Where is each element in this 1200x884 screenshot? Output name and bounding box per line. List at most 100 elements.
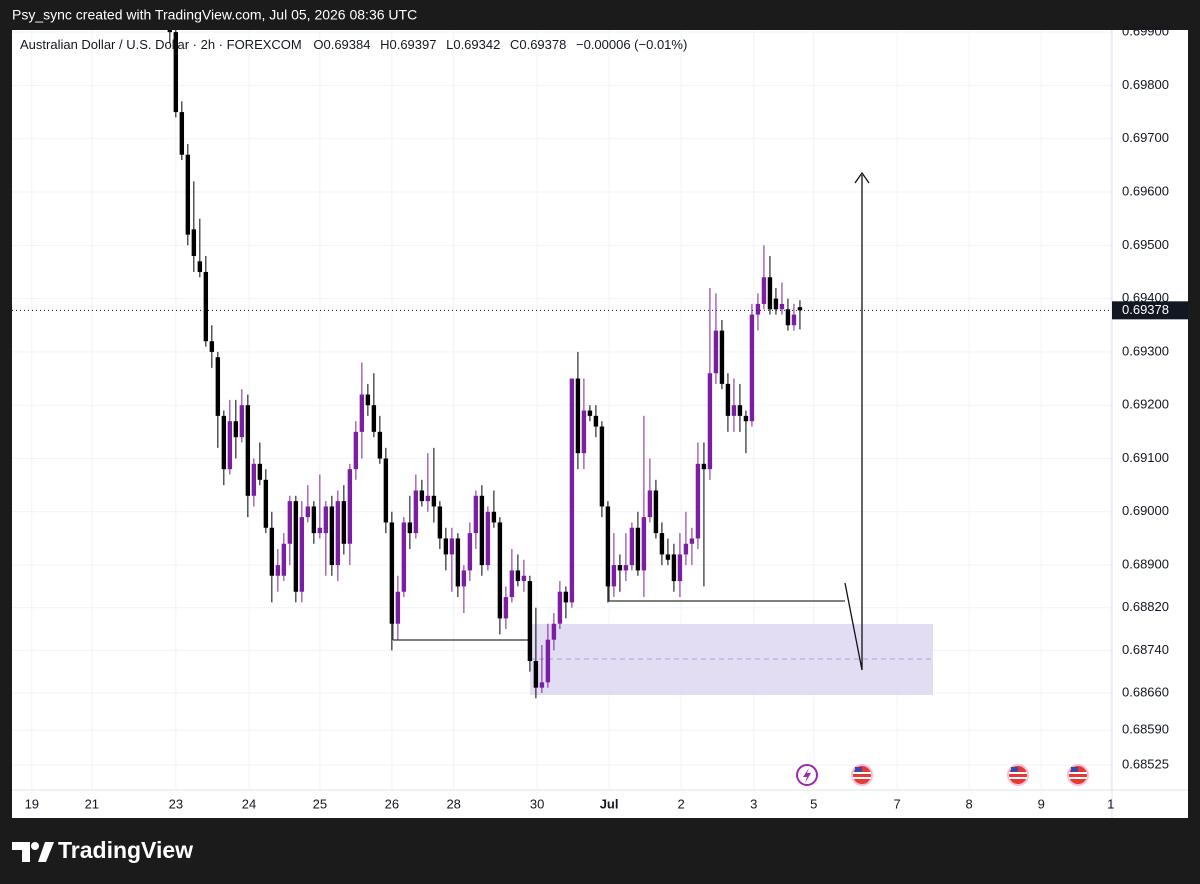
y-tick-label: 0.69000	[1122, 503, 1169, 518]
candle-body	[365, 394, 371, 406]
candle-body	[443, 538, 449, 555]
y-tick-label: 0.69200	[1122, 397, 1169, 412]
candle-body	[641, 517, 647, 571]
candle-body	[281, 543, 287, 576]
candle-body	[743, 415, 749, 422]
candle-body	[263, 479, 269, 528]
candle-body	[521, 575, 527, 582]
candle-body	[377, 431, 383, 459]
us-flag	[1067, 764, 1089, 786]
candle-body	[509, 570, 515, 598]
candle-body	[707, 373, 713, 470]
candles	[167, 30, 803, 699]
candle-body	[785, 309, 791, 326]
candle-body	[563, 591, 569, 603]
candle-body	[767, 277, 773, 310]
candle-body	[197, 261, 203, 272]
candle-body	[677, 554, 683, 582]
candle-body	[425, 495, 431, 502]
candle-body	[599, 426, 605, 507]
candle-body	[479, 495, 485, 566]
candle-body	[251, 463, 257, 496]
candle-body	[527, 581, 533, 662]
chart-panel	[12, 30, 1188, 818]
event-icons	[796, 764, 1089, 786]
legend-open: O0.69384	[313, 37, 370, 52]
candle-body	[359, 394, 365, 432]
y-tick-label: 0.69500	[1122, 237, 1169, 252]
candle-body	[503, 597, 509, 619]
candle-body	[533, 661, 539, 688]
candle-body	[647, 490, 653, 518]
event-icon-bolt	[803, 768, 811, 783]
candle-body	[617, 565, 623, 571]
candle-body	[239, 405, 245, 438]
candle-body	[419, 490, 425, 502]
candle-body	[485, 511, 491, 566]
logo	[12, 842, 54, 862]
legend-high: H0.69397	[380, 37, 436, 52]
candle-body	[257, 463, 263, 480]
candle-body	[449, 538, 455, 555]
candle-body	[689, 538, 695, 544]
candle-body	[581, 410, 587, 454]
candle-body	[611, 565, 617, 587]
us-flag	[851, 764, 873, 786]
candle-body	[761, 277, 767, 304]
candle-body	[191, 229, 197, 256]
y-tick-label: 0.68660	[1122, 684, 1169, 699]
candle-body	[623, 565, 629, 571]
candle-body	[701, 463, 707, 470]
candle-body	[395, 591, 401, 624]
x-tick-label: 5	[810, 796, 817, 811]
candle-body	[311, 506, 317, 534]
projection-path	[844, 175, 863, 671]
candle-body	[371, 405, 377, 432]
candle-body	[323, 506, 329, 534]
candle-body	[731, 405, 737, 416]
drawings	[392, 171, 933, 695]
candle-body	[179, 112, 185, 155]
candle-body	[557, 591, 563, 624]
candle-body	[629, 527, 635, 566]
candle-body	[347, 469, 353, 544]
candle-body	[287, 501, 293, 544]
candle-body	[491, 511, 497, 523]
candle-body	[695, 463, 701, 539]
candle-body	[605, 506, 611, 587]
candle-body	[725, 383, 731, 416]
candle-body	[233, 421, 239, 438]
candle-body	[389, 522, 395, 624]
candle-body	[569, 378, 575, 603]
x-tick-label: 8	[966, 796, 973, 811]
candle-body	[737, 405, 743, 416]
legend: Australian Dollar / U.S. Dollar · 2h · F…	[20, 37, 687, 52]
grid	[12, 30, 1112, 790]
candle-body	[791, 314, 797, 326]
y-tick-label: 0.68525	[1122, 756, 1169, 771]
y-tick-label: 0.69300	[1122, 343, 1169, 358]
candle-body	[383, 458, 389, 523]
symbol: Australian Dollar / U.S. Dollar · 2h · F…	[20, 37, 302, 52]
candle-body	[635, 527, 641, 571]
x-tick-label: 2	[678, 796, 685, 811]
level-line	[608, 580, 845, 602]
candle-body	[455, 538, 461, 587]
candle-body	[173, 32, 179, 113]
candle-body	[335, 501, 341, 566]
candle-body	[713, 330, 719, 374]
y-tick-label: 0.69800	[1122, 77, 1169, 92]
candle-body	[671, 554, 677, 582]
candle-body	[215, 357, 221, 416]
candle-body	[185, 154, 191, 235]
y-tick-label: 0.69600	[1122, 183, 1169, 198]
candle-body	[275, 565, 281, 576]
candle-body	[653, 490, 659, 534]
y-tick-label: 0.69900	[1122, 24, 1169, 39]
candle-body	[665, 554, 671, 560]
legend-low: L0.69342	[446, 37, 500, 52]
x-tick-label: 21	[85, 796, 99, 811]
candle-body	[683, 543, 689, 555]
